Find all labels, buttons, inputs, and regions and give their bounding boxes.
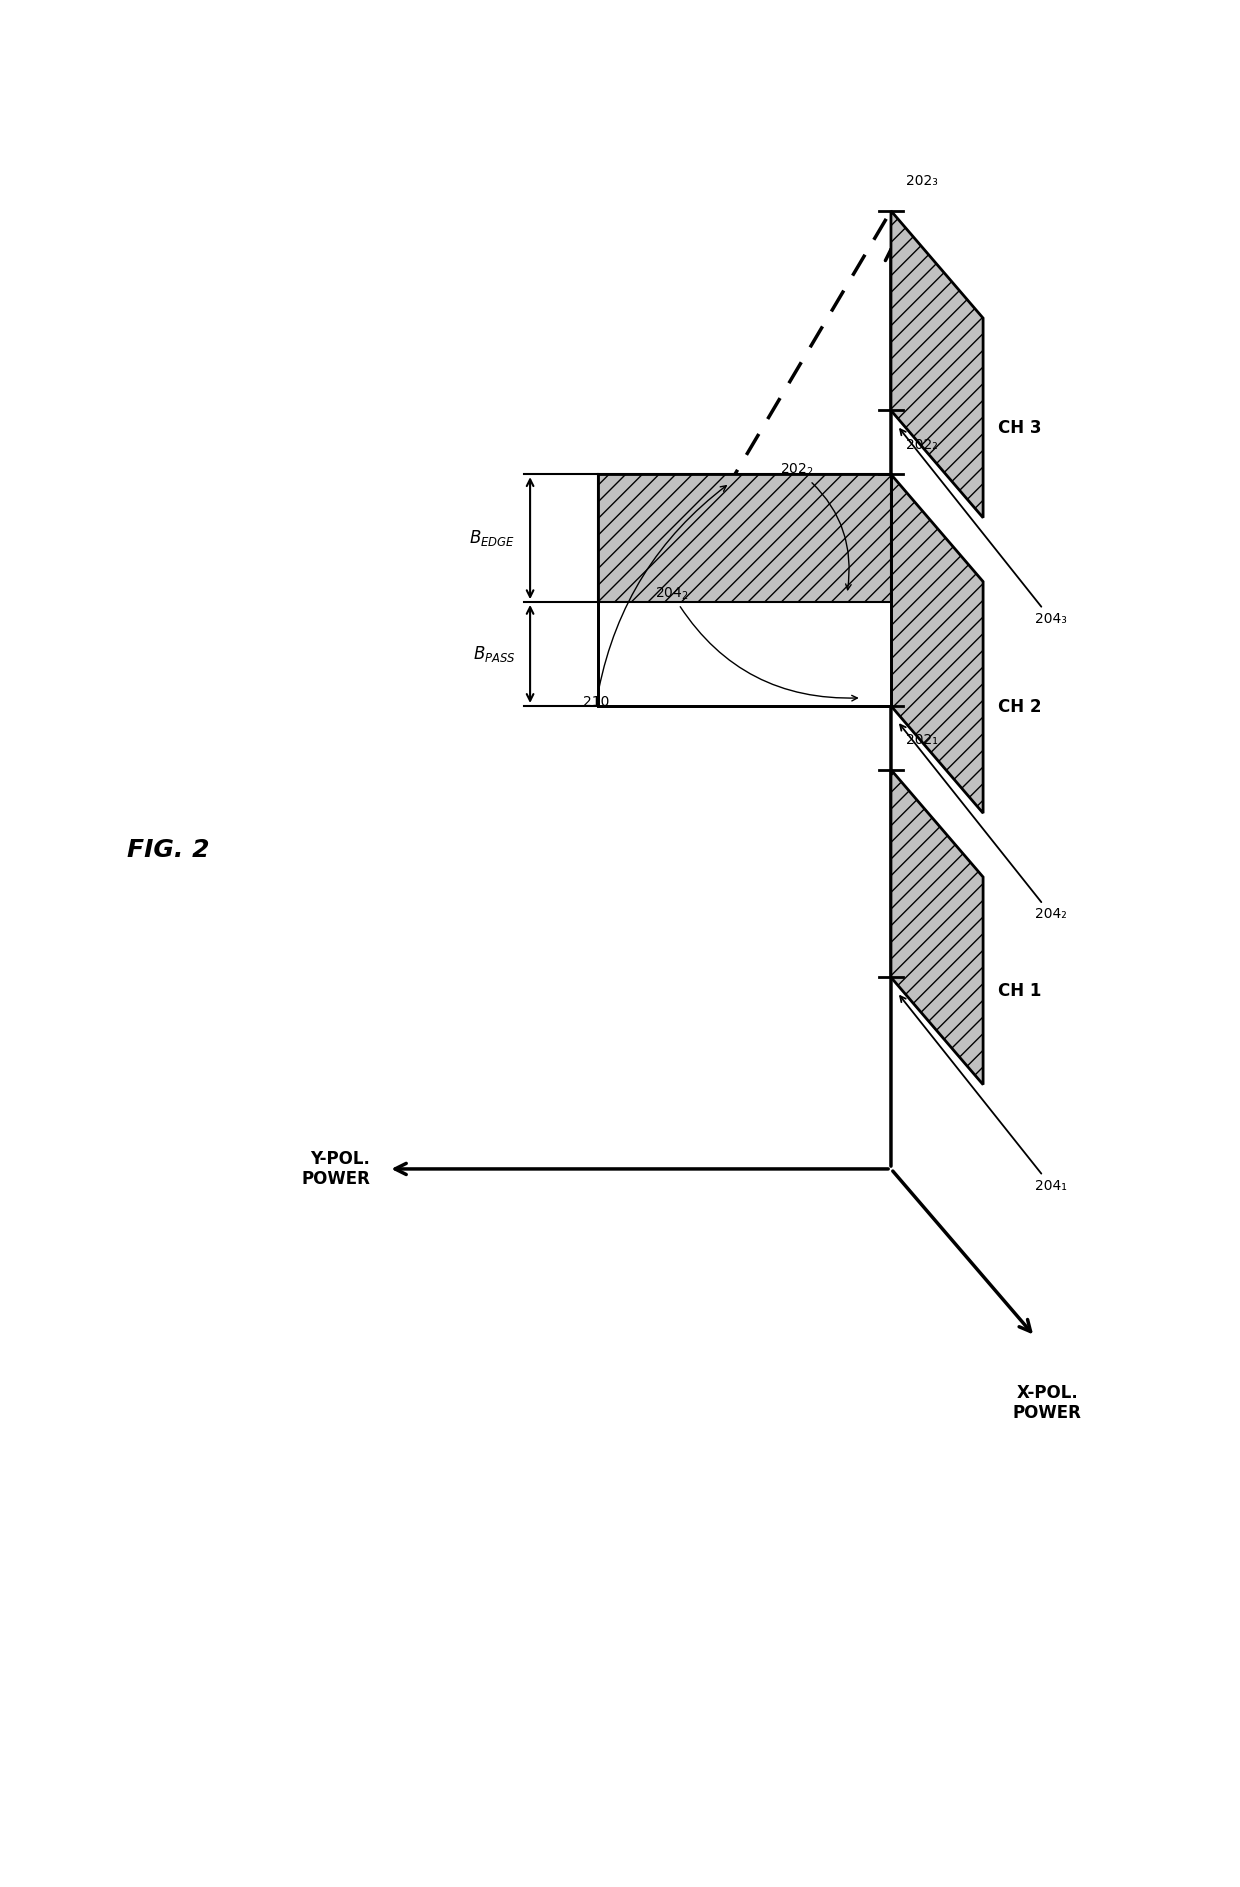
Text: Y-POL.
POWER: Y-POL. POWER <box>301 1149 370 1189</box>
Text: CH 3: CH 3 <box>998 419 1042 438</box>
Polygon shape <box>598 474 892 602</box>
Text: X-POL.
POWER: X-POL. POWER <box>1013 1383 1081 1423</box>
Text: 204₁: 204₁ <box>900 996 1066 1193</box>
Text: 204₂: 204₂ <box>900 725 1066 921</box>
Text: CH 2: CH 2 <box>998 698 1042 717</box>
Text: FIG. 2: FIG. 2 <box>128 838 210 862</box>
Polygon shape <box>892 770 983 1085</box>
Text: 202₁: 202₁ <box>905 734 937 747</box>
Text: 202$_2$: 202$_2$ <box>780 462 851 591</box>
Text: 202₃: 202₃ <box>905 174 937 189</box>
Text: 202₂: 202₂ <box>905 438 937 451</box>
Text: CH 1: CH 1 <box>998 981 1042 1000</box>
Text: 210: 210 <box>583 485 727 710</box>
Polygon shape <box>892 211 983 517</box>
Text: 204$_2$: 204$_2$ <box>655 585 857 700</box>
Text: FREQUENCY: FREQUENCY <box>904 300 923 421</box>
Polygon shape <box>892 474 983 813</box>
Text: 204₃: 204₃ <box>900 428 1066 626</box>
Polygon shape <box>598 474 892 706</box>
Text: $B_{EDGE}$: $B_{EDGE}$ <box>469 528 516 549</box>
Text: $B_{PASS}$: $B_{PASS}$ <box>472 643 516 664</box>
